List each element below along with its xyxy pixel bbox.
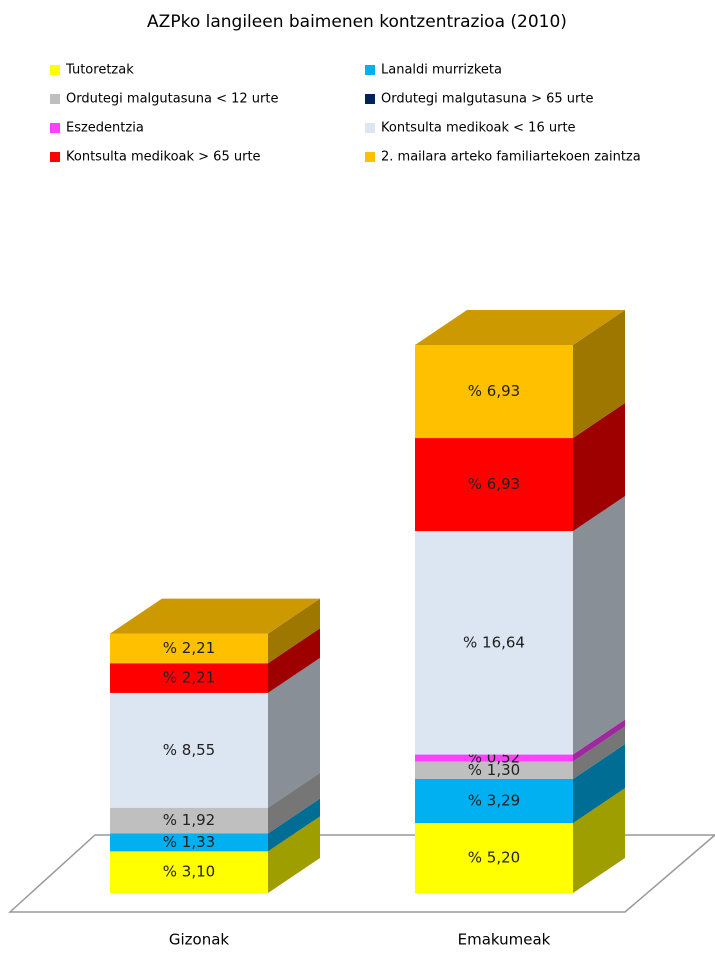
value-label: % 2,21	[163, 669, 215, 687]
value-label: % 6,93	[468, 382, 520, 400]
bar-segment	[110, 807, 268, 834]
bar-segment	[415, 761, 573, 779]
bar-side	[268, 598, 320, 664]
value-label: % 6,93	[468, 475, 520, 493]
value-label: % 5,20	[468, 849, 520, 867]
floor	[8, 834, 715, 913]
bar-side	[573, 719, 625, 762]
bar-segment	[415, 345, 573, 439]
legend-swatch	[365, 152, 375, 162]
bar-top	[110, 598, 320, 634]
legend-label: Tutoretzak	[65, 63, 134, 78]
value-label: % 1,92	[163, 811, 215, 829]
legend-swatch	[50, 94, 60, 104]
bar-segment	[110, 851, 268, 893]
legend-swatch	[365, 65, 375, 75]
legend-label: Eszedentzia	[66, 121, 144, 136]
legend-swatch	[365, 94, 375, 104]
value-label: % 16,64	[463, 633, 525, 651]
bar-side	[573, 726, 625, 779]
x-tick-label: Gizonak	[169, 931, 230, 949]
bar-side	[573, 743, 625, 824]
bar-segment	[110, 663, 268, 693]
value-label: % 2,21	[163, 639, 215, 657]
bar-side	[268, 816, 320, 893]
bar-segment	[415, 823, 573, 893]
bar-side	[573, 403, 625, 532]
legend-label: Ordutegi malgutasuna > 65 urte	[381, 92, 593, 107]
chart-title: AZPko langileen baimenen kontzentrazioa …	[147, 12, 567, 32]
legend-label: Lanaldi murrizketa	[381, 63, 502, 78]
legend-label: 2. mailara arteko familiartekoen zaintza	[381, 150, 641, 165]
legend-swatch	[365, 123, 375, 133]
bar-segment	[110, 692, 268, 808]
bar-segment	[110, 833, 268, 852]
bar-segment	[110, 633, 268, 664]
legend-label: Ordutegi malgutasuna < 12 urte	[66, 92, 278, 107]
bar-side	[573, 496, 625, 755]
bar-segment	[415, 754, 573, 762]
legend-swatch	[50, 123, 60, 133]
value-label: % 1,33	[163, 833, 215, 851]
value-label: % 3,29	[468, 792, 520, 810]
legend-swatch	[50, 152, 60, 162]
bar-segment	[415, 438, 573, 532]
bar-side	[268, 628, 320, 693]
legend-label: Kontsulta medikoak < 16 urte	[381, 121, 576, 136]
bar-side	[573, 788, 625, 893]
bar-side	[268, 657, 320, 808]
bar-segment	[415, 531, 573, 755]
x-tick-label: Emakumeak	[458, 931, 551, 949]
value-label: % 1,30	[468, 761, 520, 779]
value-label: % 3,10	[163, 863, 215, 881]
legend-swatch	[50, 65, 60, 75]
bar-segment	[415, 778, 573, 824]
bar-side	[268, 798, 320, 852]
value-label: % 8,55	[163, 741, 215, 759]
bar-side	[268, 772, 320, 834]
bar-top	[415, 310, 625, 345]
legend-label: Kontsulta medikoak > 65 urte	[66, 150, 261, 165]
bar-side	[573, 310, 625, 439]
